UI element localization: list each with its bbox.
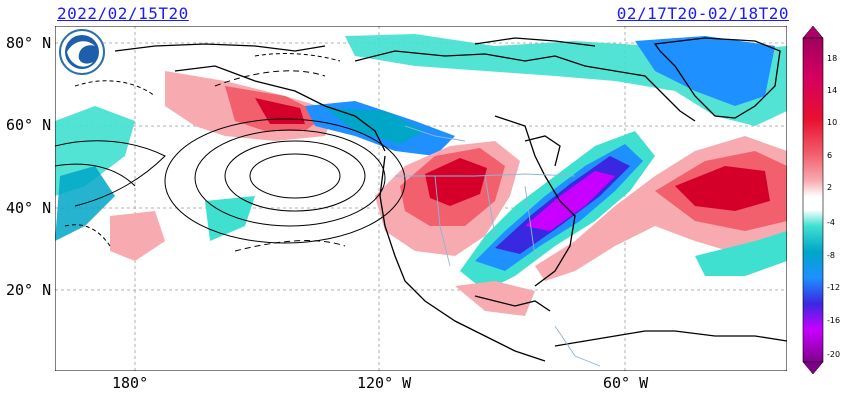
colorbar-tick: 18 [827, 54, 837, 63]
colorbar-gradient [802, 37, 824, 363]
colorbar-tick: -16 [827, 316, 840, 325]
colorbar-tick: 10 [827, 118, 837, 127]
colorbar: 18 14 10 6 2 -4 -8 -12 -16 -20 [802, 25, 840, 375]
agency-logo [59, 29, 105, 75]
colorbar-tick: -4 [827, 218, 835, 227]
colorbar-max-arrow [802, 25, 824, 39]
colorbar-tick: -12 [827, 283, 840, 292]
coastlines [114, 37, 787, 362]
borders [395, 125, 601, 367]
init-time-label: 2022/02/15T20 [57, 4, 189, 23]
colorbar-tick: -20 [827, 350, 840, 359]
colorbar-tick: -8 [827, 251, 835, 260]
lat-label-20n: 20° N [6, 281, 52, 299]
valid-range-label: 02/17T20-02/18T20 [616, 4, 789, 23]
colorbar-tick: 2 [827, 183, 832, 192]
lat-label-80n: 80° N [6, 34, 52, 52]
colorbar-tick: 6 [827, 151, 832, 160]
lon-label-60w: 60° W [603, 374, 649, 392]
colorbar-tick: 14 [827, 86, 837, 95]
lat-label-60n: 60° N [6, 116, 52, 134]
anomaly-map [55, 26, 787, 371]
lat-label-40n: 40° N [6, 199, 52, 217]
colorbar-min-arrow [802, 361, 824, 375]
contour-lines [55, 53, 406, 252]
lon-label-120w: 120° W [357, 374, 412, 392]
lon-label-180: 180° [112, 374, 149, 392]
